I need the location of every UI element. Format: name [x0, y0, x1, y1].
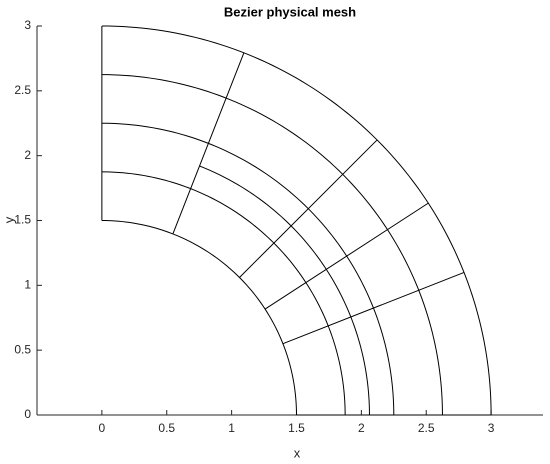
mesh-arc	[199, 165, 370, 416]
mesh-arc	[101, 25, 492, 416]
x-tick-label: 0	[99, 421, 106, 435]
y-tick-label: 2	[24, 148, 31, 162]
x-tick-label: 3	[488, 421, 495, 435]
x-tick-label: 1.5	[288, 421, 305, 435]
mesh-radial	[239, 139, 378, 278]
x-tick-label: 2	[358, 421, 365, 435]
y-tick-label: 2.5	[14, 83, 31, 97]
mesh-radial	[172, 52, 245, 235]
mesh-radial	[282, 271, 465, 345]
y-tick-label: 0.5	[14, 342, 31, 356]
mesh-radial	[264, 202, 429, 310]
y-tick-label: 3	[24, 18, 31, 32]
y-tick-label: 1	[24, 278, 31, 292]
chart-title: Bezier physical mesh	[224, 4, 356, 19]
y-tick-label: 1.5	[14, 213, 31, 227]
x-tick-label: 1	[228, 421, 235, 435]
x-tick-label: 0.5	[158, 421, 175, 435]
y-axis-label: y	[1, 216, 16, 223]
x-tick-label: 2.5	[418, 421, 435, 435]
y-tick-label: 0	[24, 407, 31, 421]
x-axis-label: x	[294, 445, 301, 460]
